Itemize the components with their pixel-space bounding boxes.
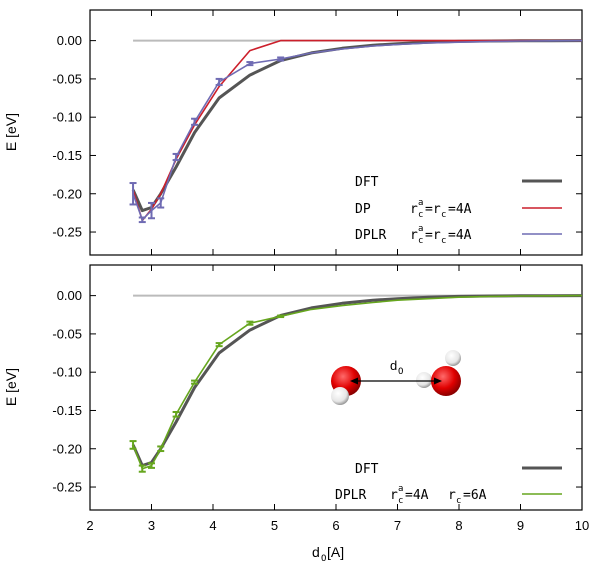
legend-dplr-eq: =r [425,228,441,243]
y-tick-label: -0.05 [52,71,82,86]
legend-dp-sup: a [418,198,423,208]
legend-dp-sub: c [418,210,423,220]
x-tick-label: 9 [517,518,524,533]
y-tick-label: 0.00 [57,33,82,48]
legend2-dplr-sub2: c [456,496,461,506]
legend2-dplr-rest: =6A [463,488,487,503]
legend-dplr-sub2: c [441,236,446,246]
legend2-dplr-r2: r [448,488,456,503]
y-tick-label: 0.00 [57,288,82,303]
oxygen-atom-right [431,366,461,396]
bottom-y-axis-label: E [eV] [3,368,19,406]
x-axis-label: d O [A] [312,544,344,564]
top-legend: DFT DP r a c =r c =4A DPLR r a c =r c =4… [355,175,562,246]
distance-arrowhead-right [434,377,442,385]
top-plot-frame [89,9,583,256]
x-axis-label-unit: [A] [327,544,344,560]
x-axis-label-sub: O [321,554,326,564]
bottom-legend: DFT DPLR r a c =4A r c =6A [335,462,562,506]
legend2-dplr-r: r [390,488,398,503]
legend-dplr-sub: c [418,236,423,246]
x-tick-label: 3 [148,518,155,533]
y-tick-label: -0.15 [52,148,82,163]
distance-arrowhead-left [350,377,358,385]
legend-dp-r: r [410,202,418,217]
legend-dp-eq: =r [425,202,441,217]
hydrogen-atom-left [331,387,349,405]
inset-distance-label: d [390,358,397,373]
legend-dplr-sup: a [418,224,423,234]
x-tick-label: 10 [575,518,589,533]
hydrogen-atom-right [445,350,461,366]
legend-dplr-label: DPLR [355,228,386,243]
legend-dplr-annotation: r a c =r c =4A [410,224,472,246]
y-tick-label: -0.10 [52,365,82,380]
legend2-dft-label: DFT [355,462,379,477]
legend-dplr-r: r [410,228,418,243]
legend-dp-label: DP [355,202,371,217]
legend2-dplr-eq: =4A [405,488,429,503]
y-tick-label: -0.25 [52,225,82,240]
legend-dft-label: DFT [355,175,379,190]
y-tick-label: -0.10 [52,110,82,125]
series-line-dplr [132,39,583,221]
inset-distance-sub: O [398,367,403,377]
legend2-dplr-sub: c [398,496,403,506]
legend-dplr-rest: =4A [448,228,472,243]
hydrogen-atom-middle [416,372,432,388]
legend2-dplr-annotation: r a c =4A r c =6A [390,484,487,506]
legend-dp-rest: =4A [448,202,472,217]
x-tick-label: 7 [394,518,401,533]
y-tick-label: -0.15 [52,403,82,418]
water-dimer-inset: d O [331,350,461,405]
series-line-dp [132,39,582,222]
top-panel: 0.00 -0.05 -0.10 -0.15 -0.20 -0.25 E [eV] DFT… [3,9,583,256]
y-tick-label: -0.20 [52,441,82,456]
legend2-dplr-sup: a [398,484,403,494]
bottom-panel: 0.00 -0.05 -0.10 -0.15 -0.20 -0.25 2 3 4 5 6 7 8 9 10… [3,264,589,564]
x-tick-label: 5 [271,518,278,533]
x-tick-label: 2 [86,518,93,533]
top-y-axis-label: E [eV] [3,113,19,151]
legend2-dplr-label: DPLR [335,488,366,503]
legend-dp-sub2: c [441,210,446,220]
x-tick-label: 6 [332,518,339,533]
x-axis-label-d: d [312,544,320,560]
x-tick-label: 4 [209,518,216,533]
x-tick-label: 8 [455,518,462,533]
y-tick-label: -0.25 [52,480,82,495]
y-tick-label: -0.20 [52,186,82,201]
y-tick-label: -0.05 [52,326,82,341]
legend-dp-annotation: r a c =r c =4A [410,198,472,220]
